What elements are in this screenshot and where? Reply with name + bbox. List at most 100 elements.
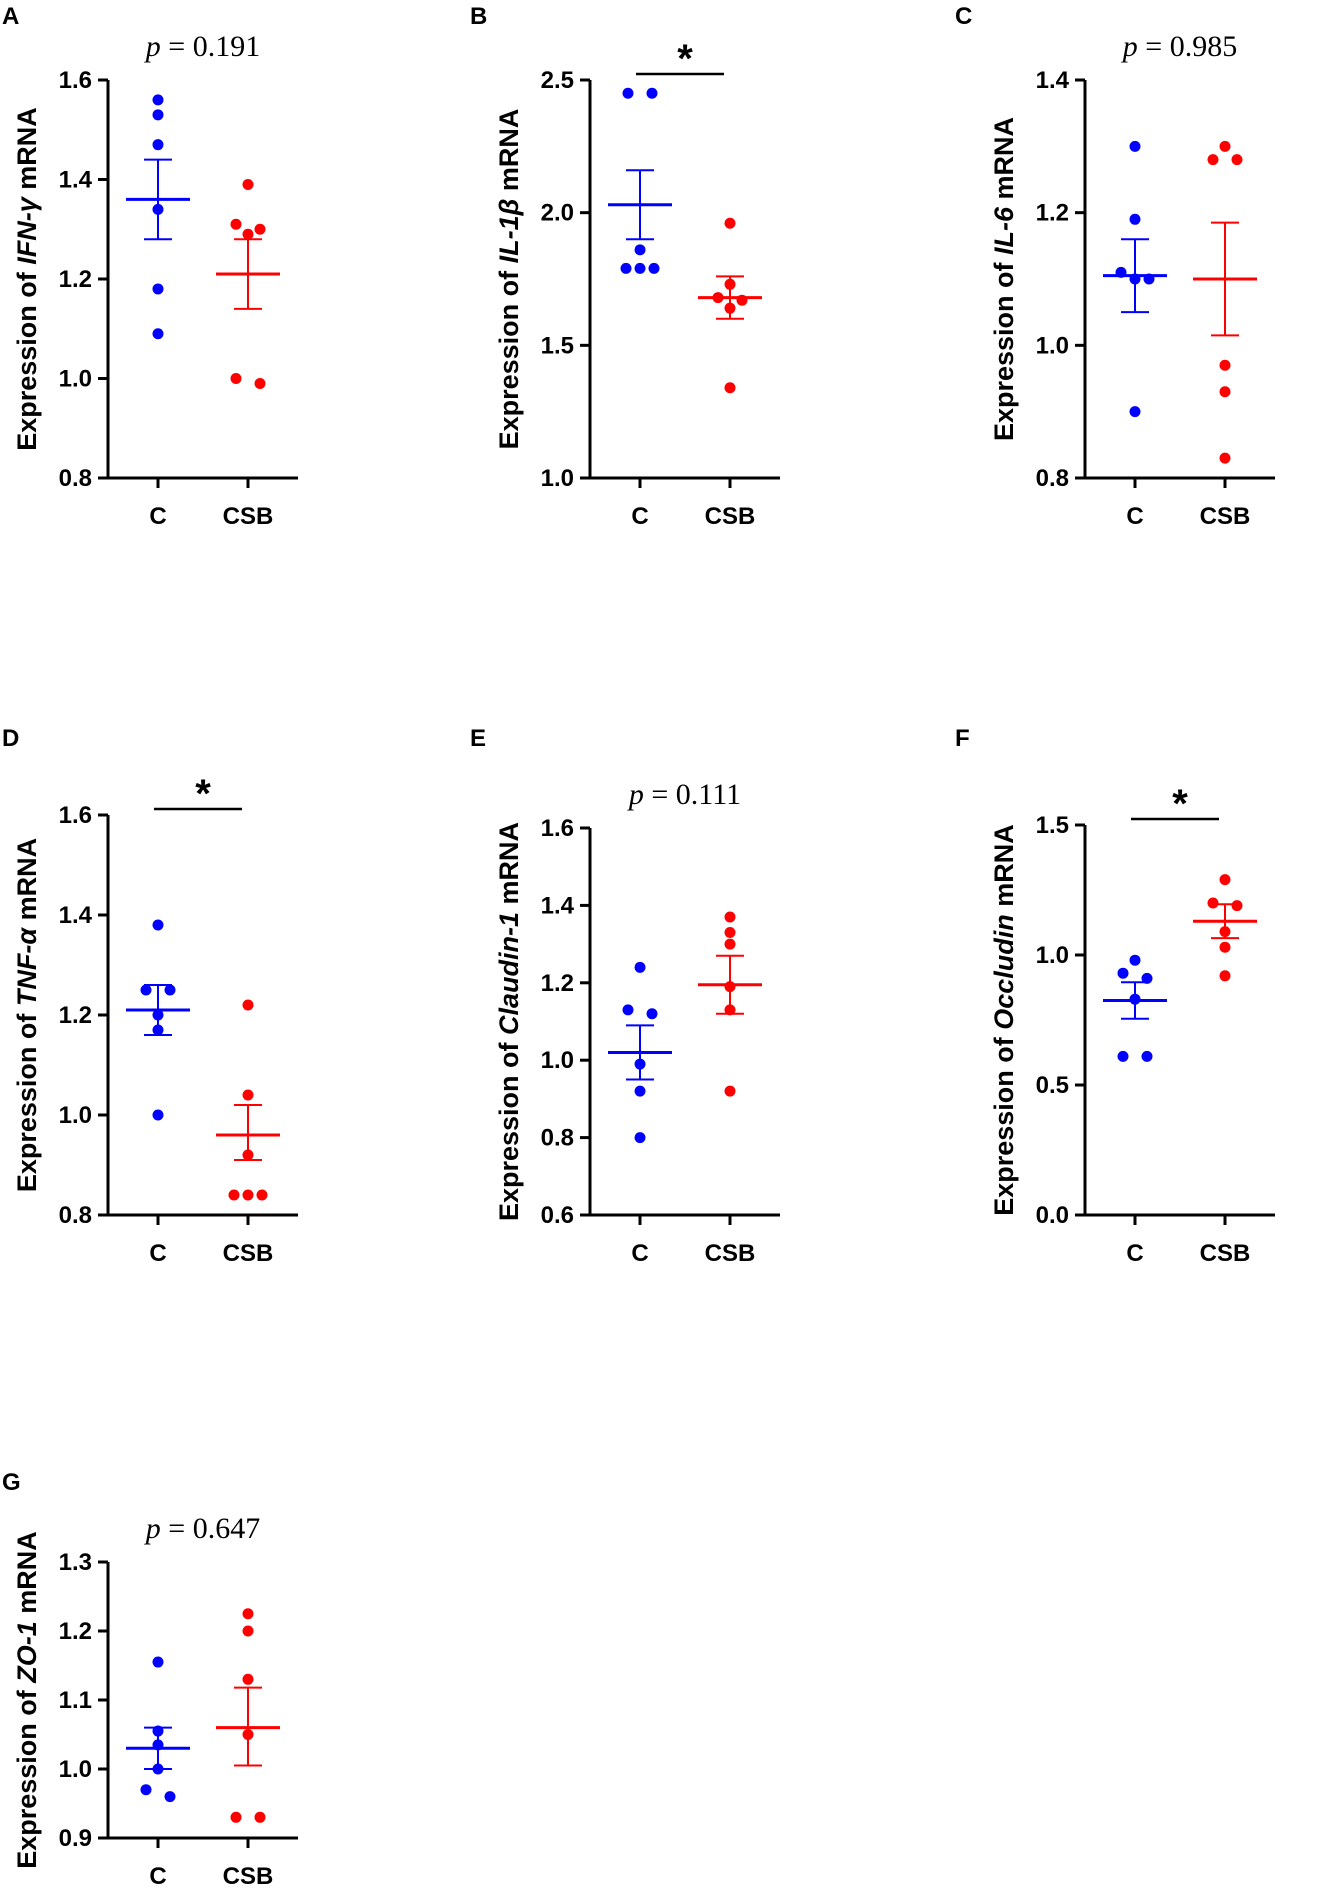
data-point (242, 1189, 254, 1201)
y-axis-label-gene: Occludin (989, 914, 1019, 1030)
data-point (634, 1132, 646, 1144)
data-point (1129, 213, 1141, 225)
y-tick-label: 1.4 (59, 167, 93, 194)
data-point (634, 961, 646, 973)
data-point (1207, 897, 1219, 909)
x-category-label: CSB (1200, 503, 1251, 530)
p-value-label: p = 0.191 (144, 30, 260, 63)
panel-g: G 0.9 1.0 1.1 1.2 1.3 C CSB Expression of ZO-1 m… (2, 1469, 298, 1890)
y-axis-label: Expression of Occludin mRNA (989, 824, 1019, 1216)
data-point (622, 1004, 634, 1016)
data-point (724, 382, 736, 394)
data-point (152, 1109, 164, 1121)
y-axis-label-prefix: Expression of (989, 1030, 1019, 1216)
data-point (724, 938, 736, 950)
data-point (634, 262, 646, 274)
panel-letter: F (955, 725, 970, 752)
data-point (242, 999, 254, 1011)
y-tick-label: 1.6 (59, 67, 92, 94)
data-point (634, 244, 646, 256)
data-point (1207, 154, 1219, 166)
data-point (646, 87, 658, 99)
data-point (254, 377, 266, 389)
y-axis-label-prefix: Expression of (989, 255, 1019, 441)
panel-e: E 0.6 0.8 1.0 1.2 1.4 1.6 C CSB Expression of Cla… (470, 725, 780, 1267)
data-point (1141, 972, 1153, 984)
data-point (1219, 970, 1231, 982)
data-point (242, 1089, 254, 1101)
data-point (152, 1656, 164, 1668)
y-tick-label: 1.0 (541, 465, 574, 492)
series-csb (216, 178, 280, 389)
y-axis-label-suffix: mRNA (12, 1531, 42, 1621)
data-point (228, 1189, 240, 1201)
panel-letter: B (470, 3, 487, 30)
data-point (1141, 1050, 1153, 1062)
y-tick-label: 0.9 (59, 1825, 92, 1852)
significance-star: * (195, 772, 211, 816)
data-point (1117, 1050, 1129, 1062)
series-csb (1193, 874, 1257, 982)
x-category-label: CSB (223, 1240, 274, 1267)
x-category-label: CSB (223, 503, 274, 530)
data-point (622, 87, 634, 99)
panel-a: A 0.8 1.0 1.2 1.4 1.6 C CSB Expression of IFN-γ … (2, 3, 298, 530)
series-csb (698, 217, 762, 394)
data-point (1129, 954, 1141, 966)
y-axis-label: Expression of Claudin-1 mRNA (494, 822, 524, 1221)
panel-letter: A (2, 3, 19, 30)
y-tick-label: 1.2 (59, 1002, 92, 1029)
data-point (152, 919, 164, 931)
p-value-symbol: p (144, 1512, 161, 1545)
y-tick-label: 1.2 (1036, 200, 1069, 227)
y-axis-label-gene: IL-1β (494, 199, 524, 264)
data-point (254, 223, 266, 235)
data-point (152, 328, 164, 340)
panel-letter: D (2, 725, 19, 752)
y-tick-label: 1.5 (541, 332, 574, 359)
data-point (1129, 140, 1141, 152)
data-point (152, 109, 164, 121)
data-point (1129, 406, 1141, 418)
data-point (256, 1189, 268, 1201)
data-point (1117, 967, 1129, 979)
p-value-label: p = 0.111 (627, 778, 741, 811)
x-category-label: C (149, 1240, 166, 1267)
y-axis-label-prefix: Expression of (12, 1006, 42, 1192)
y-axis-label-gene: IL-6 (989, 206, 1019, 255)
y-axis-label-gene: ZO-1 (12, 1621, 42, 1684)
data-point (1219, 359, 1231, 371)
y-tick-label: 0.8 (59, 465, 92, 492)
data-point (164, 1791, 176, 1803)
data-point (648, 262, 660, 274)
data-point (724, 926, 736, 938)
y-tick-label: 1.5 (1036, 812, 1069, 839)
y-tick-label: 0.0 (1036, 1202, 1069, 1229)
significance-star: * (677, 37, 693, 81)
y-axis-label-prefix: Expression of (494, 263, 524, 449)
data-point (1219, 941, 1231, 953)
p-value-symbol: p (144, 30, 161, 63)
data-point (1219, 386, 1231, 398)
x-category-label: C (631, 1240, 648, 1267)
p-value-label: p = 0.647 (144, 1512, 260, 1545)
y-tick-label: 1.2 (541, 970, 574, 997)
x-category-label: CSB (705, 1240, 756, 1267)
series-csb (1193, 140, 1257, 464)
data-point (724, 911, 736, 923)
data-point (242, 1608, 254, 1620)
y-axis-label-gene: IFN-γ (12, 195, 42, 264)
data-point (254, 1811, 266, 1823)
panel-letter: C (955, 3, 972, 30)
y-axis-label: Expression of TNF-α mRNA (12, 838, 42, 1192)
data-point (152, 283, 164, 295)
y-tick-label: 1.0 (59, 1756, 92, 1783)
series-c (608, 961, 672, 1144)
data-point (1219, 452, 1231, 464)
y-axis-label: Expression of IL-6 mRNA (989, 117, 1019, 441)
series-csb (216, 999, 280, 1201)
series-csb (216, 1608, 280, 1823)
data-point (1219, 874, 1231, 886)
data-point (724, 217, 736, 229)
